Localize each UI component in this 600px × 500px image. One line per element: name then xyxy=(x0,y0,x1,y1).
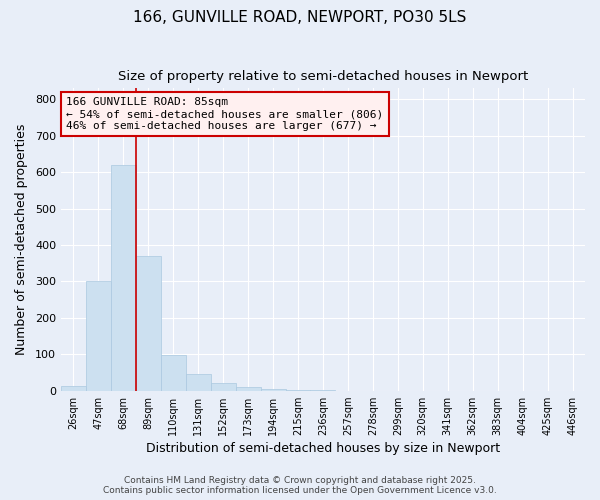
X-axis label: Distribution of semi-detached houses by size in Newport: Distribution of semi-detached houses by … xyxy=(146,442,500,455)
Bar xyxy=(86,280,111,390)
Text: 166, GUNVILLE ROAD, NEWPORT, PO30 5LS: 166, GUNVILLE ROAD, NEWPORT, PO30 5LS xyxy=(133,10,467,25)
Bar xyxy=(211,382,236,390)
Bar xyxy=(236,387,260,390)
Bar xyxy=(136,256,161,390)
Bar xyxy=(61,386,86,390)
Bar xyxy=(161,356,186,390)
Text: Contains HM Land Registry data © Crown copyright and database right 2025.
Contai: Contains HM Land Registry data © Crown c… xyxy=(103,476,497,495)
Bar xyxy=(186,374,211,390)
Title: Size of property relative to semi-detached houses in Newport: Size of property relative to semi-detach… xyxy=(118,70,528,83)
Bar xyxy=(111,165,136,390)
Text: 166 GUNVILLE ROAD: 85sqm
← 54% of semi-detached houses are smaller (806)
46% of : 166 GUNVILLE ROAD: 85sqm ← 54% of semi-d… xyxy=(66,98,383,130)
Bar xyxy=(260,389,286,390)
Y-axis label: Number of semi-detached properties: Number of semi-detached properties xyxy=(15,124,28,355)
